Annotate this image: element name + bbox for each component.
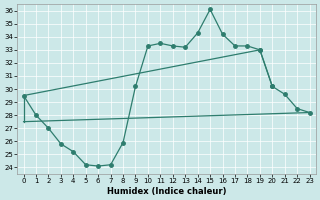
X-axis label: Humidex (Indice chaleur): Humidex (Indice chaleur) [107, 187, 226, 196]
